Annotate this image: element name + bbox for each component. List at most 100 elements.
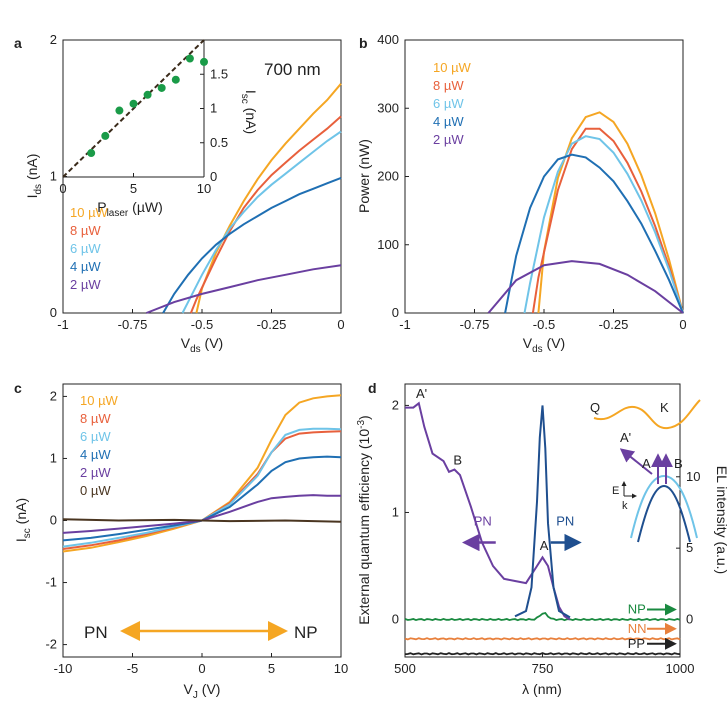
series-line (162, 176, 342, 314)
y-tick-label: 1 (50, 169, 57, 184)
x-tick-label: -5 (127, 661, 139, 676)
x-tick-label: 5 (268, 661, 275, 676)
y-tick-label: 0 (50, 513, 57, 528)
legend-entry: 2 µW (433, 132, 464, 147)
x-tick-label: -0.75 (118, 317, 148, 332)
svg-text:d: d (368, 380, 377, 396)
legend-entry: 4 µW (433, 114, 464, 129)
y-tick-label: -2 (45, 637, 57, 652)
panel-c-xlabel: VJ (V) (184, 681, 221, 701)
y-tick-label: 0 (50, 305, 57, 320)
el-trace-line (404, 637, 681, 641)
svg-text:a: a (14, 35, 22, 51)
panel-b-ylabel: Power (nW) (356, 139, 372, 213)
transition-a-prime-arrow (619, 448, 653, 475)
legend-entry: 6 µW (433, 96, 464, 111)
panel-a-annotation: 700 nm (264, 60, 321, 79)
y-tick-label: -1 (45, 575, 57, 590)
y-tick-label: 400 (377, 32, 399, 47)
legend-entry: 2 µW (80, 465, 111, 480)
inset-data-point (171, 75, 180, 84)
inset-y-tick-label: 0.5 (210, 135, 228, 150)
panel-a-inset-ylabel: Isc (nA) (239, 90, 259, 134)
svg-text:c: c (14, 380, 22, 396)
legend-entry: 6 µW (70, 241, 101, 256)
panel-b: b -1 -0.75 -0.5 -0.25 0 0 100 200 300 400 Vds (V)… (356, 32, 687, 355)
series-line (62, 455, 342, 542)
pn-label-left: PN (474, 513, 492, 528)
panel-a-ylabel: Ids (nA) (24, 154, 44, 199)
peak-label-a-prime: A' (416, 386, 427, 401)
y-tick-label: 1 (50, 450, 57, 465)
inset-y-tick-label: 1.5 (210, 66, 228, 81)
panel-d-xlabel: λ (nm) (522, 681, 562, 697)
legend-entry: 8 µW (433, 78, 464, 93)
y-tick-label: 2 (392, 397, 399, 412)
panel-a-inset: 0 5 1000.511.5 (59, 39, 228, 196)
inset-data-point (115, 106, 124, 115)
inset-data-point (200, 57, 208, 66)
valence-band-upper (630, 474, 698, 539)
legend-entry: 10 µW (80, 393, 119, 408)
panel-d-band-inset: Q K A' A B E k (590, 399, 701, 543)
svg-text:b: b (359, 35, 368, 51)
inset-label-b: B (674, 456, 683, 471)
peak-label-a: A (540, 538, 549, 553)
el-trace-label: NP (628, 602, 646, 617)
right-y-tick-label: 0 (686, 612, 693, 627)
right-y-tick-label: 10 (686, 469, 700, 484)
x-tick-label: -1 (399, 317, 411, 332)
panel-b-xlabel: Vds (V) (523, 335, 565, 355)
inset-x-tick-label: 10 (197, 181, 211, 196)
el-trace-label: NN (628, 621, 647, 636)
x-tick-label: 0 (198, 661, 205, 676)
y-tick-label: 2 (50, 388, 57, 403)
x-tick-label: 750 (532, 661, 554, 676)
x-tick-label: 1000 (666, 661, 695, 676)
x-tick-label: -0.5 (191, 317, 213, 332)
y-tick-label: 0 (392, 612, 399, 627)
y-tick-label: 1 (392, 504, 399, 519)
legend-entry: 10 µW (70, 205, 109, 220)
x-tick-label: 0 (679, 317, 686, 332)
x-tick-label: -0.75 (460, 317, 490, 332)
inset-data-point (101, 131, 110, 140)
pn-label-right: PN (556, 513, 574, 528)
x-tick-label: 0 (337, 317, 344, 332)
inset-label-a-prime: A' (620, 430, 631, 445)
el-trace-line (404, 652, 681, 656)
inset-x-tick-label: 0 (59, 181, 66, 196)
valence-band-lower (637, 484, 691, 543)
x-tick-label: -1 (57, 317, 69, 332)
panel-a-xlabel: Vds (V) (181, 335, 223, 355)
inset-y-tick-label: 1 (210, 101, 217, 116)
x-tick-label: -10 (54, 661, 73, 676)
panel-c-legend: 10 µW 8 µW 6 µW 4 µW 2 µW 0 µW (80, 393, 119, 498)
series-line (62, 394, 342, 553)
inset-data-point (143, 90, 152, 99)
series-line (62, 430, 342, 550)
series-line (487, 260, 684, 314)
series-line (195, 83, 342, 314)
y-tick-label: 0 (392, 305, 399, 320)
y-tick-label: 200 (377, 169, 399, 184)
x-tick-label: 500 (394, 661, 416, 676)
y-tick-label: 100 (377, 237, 399, 252)
series-line (523, 135, 684, 314)
panel-c-arrow-left-label: PN (84, 623, 108, 642)
legend-entry: 4 µW (70, 259, 101, 274)
panel-a-inset-xlabel: Plaser (µW) (97, 199, 163, 219)
x-tick-label: -0.25 (257, 317, 287, 332)
series-line (62, 427, 342, 548)
x-tick-label: -0.5 (533, 317, 555, 332)
inset-fit-line (62, 39, 205, 178)
y-tick-label: 300 (377, 100, 399, 115)
legend-entry: 2 µW (70, 277, 101, 292)
x-tick-label: 10 (334, 661, 348, 676)
inset-label-kaxis: k (622, 500, 628, 512)
panel-c-arrow-right-label: NP (294, 623, 318, 642)
inset-label-e: E (612, 485, 619, 497)
series-line (146, 264, 342, 314)
